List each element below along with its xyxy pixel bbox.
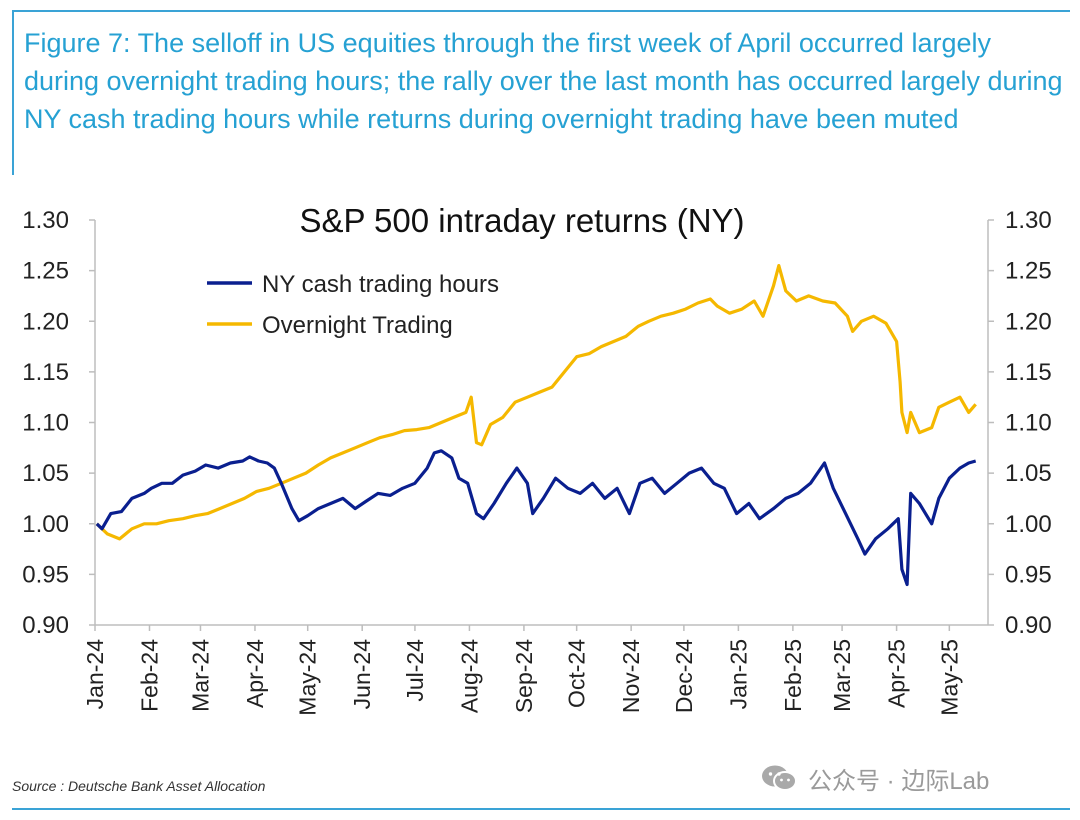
legend-label: NY cash trading hours bbox=[262, 271, 499, 298]
series-line-overnight-trading bbox=[95, 264, 977, 541]
y-tick-label-left: 1.15 bbox=[22, 359, 69, 386]
top-rule bbox=[12, 10, 1070, 12]
y-tick-label-left: 0.90 bbox=[22, 612, 69, 639]
y-tick-label-right: 0.90 bbox=[1005, 612, 1052, 639]
chart-title: S&P 500 intraday returns (NY) bbox=[299, 202, 744, 239]
y-tick-label-left: 0.95 bbox=[22, 561, 69, 588]
x-tick-label: Apr-24 bbox=[242, 639, 268, 708]
y-tick-label-left: 1.30 bbox=[22, 207, 69, 234]
x-tick-label: Sep-24 bbox=[511, 639, 537, 713]
x-tick-label: Feb-24 bbox=[136, 639, 162, 712]
x-tick-label: Apr-25 bbox=[884, 639, 910, 708]
x-tick-label: Dec-24 bbox=[671, 639, 697, 713]
y-tick-label-right: 1.15 bbox=[1005, 359, 1052, 386]
y-tick-label-left: 1.10 bbox=[22, 410, 69, 437]
x-tick-label: Jul-24 bbox=[402, 639, 428, 702]
y-tick-label-left: 1.25 bbox=[22, 258, 69, 285]
y-tick-label-right: 1.05 bbox=[1005, 460, 1052, 487]
y-tick-label-right: 0.95 bbox=[1005, 561, 1052, 588]
watermark: 公众号 · 边际Lab bbox=[760, 758, 989, 798]
x-tick-label: Jan-24 bbox=[82, 639, 108, 710]
figure-caption: Figure 7: The selloff in US equities thr… bbox=[24, 28, 1063, 134]
left-rule bbox=[12, 10, 14, 175]
wechat-icon bbox=[762, 765, 797, 791]
y-tick-label-right: 1.20 bbox=[1005, 308, 1052, 335]
x-tick-label: Jan-25 bbox=[725, 639, 751, 709]
x-tick-label: Feb-25 bbox=[780, 639, 806, 712]
watermark-text: 公众号 · 边际Lab bbox=[808, 767, 990, 795]
series-line-ny-cash-hours bbox=[95, 449, 977, 587]
y-tick-label-right: 1.25 bbox=[1005, 258, 1052, 285]
x-tick-label: May-24 bbox=[295, 639, 321, 716]
x-tick-label: Mar-25 bbox=[829, 639, 855, 712]
x-tick-label: Nov-24 bbox=[618, 639, 644, 713]
source-note: Source : Deutsche Bank Asset Allocation bbox=[12, 778, 266, 794]
bottom-rule bbox=[12, 808, 1070, 810]
chart-area: S&P 500 intraday returns (NY) 1.30 1.25 1.… bbox=[0, 190, 1080, 750]
x-tick-label: Oct-24 bbox=[564, 639, 590, 708]
series-layer bbox=[95, 264, 977, 587]
x-tick-label: May-25 bbox=[936, 639, 962, 716]
legend-label: Overnight Trading bbox=[262, 312, 453, 339]
x-tick-label: Mar-24 bbox=[187, 639, 213, 712]
y-tick-label-left: 1.00 bbox=[22, 511, 69, 538]
x-tick-label: Jun-24 bbox=[349, 639, 375, 710]
y-tick-label-left: 1.20 bbox=[22, 308, 69, 335]
y-tick-label-right: 1.10 bbox=[1005, 410, 1052, 437]
y-tick-label-left: 1.05 bbox=[22, 460, 69, 487]
line-chart: S&P 500 intraday returns (NY) 1.301.251.… bbox=[22, 202, 1051, 716]
axes: 1.30 1.25 1.20 1.15 1.10 1.05 1.00 0.95 0.90 1.30… bbox=[22, 207, 1051, 716]
x-tick-label: Aug-24 bbox=[456, 639, 482, 713]
y-tick-label-right: 1.00 bbox=[1005, 511, 1052, 538]
y-tick-label-right: 1.30 bbox=[1005, 207, 1052, 234]
chart-legend: NY cash trading hours Overnight Trading bbox=[207, 271, 499, 339]
